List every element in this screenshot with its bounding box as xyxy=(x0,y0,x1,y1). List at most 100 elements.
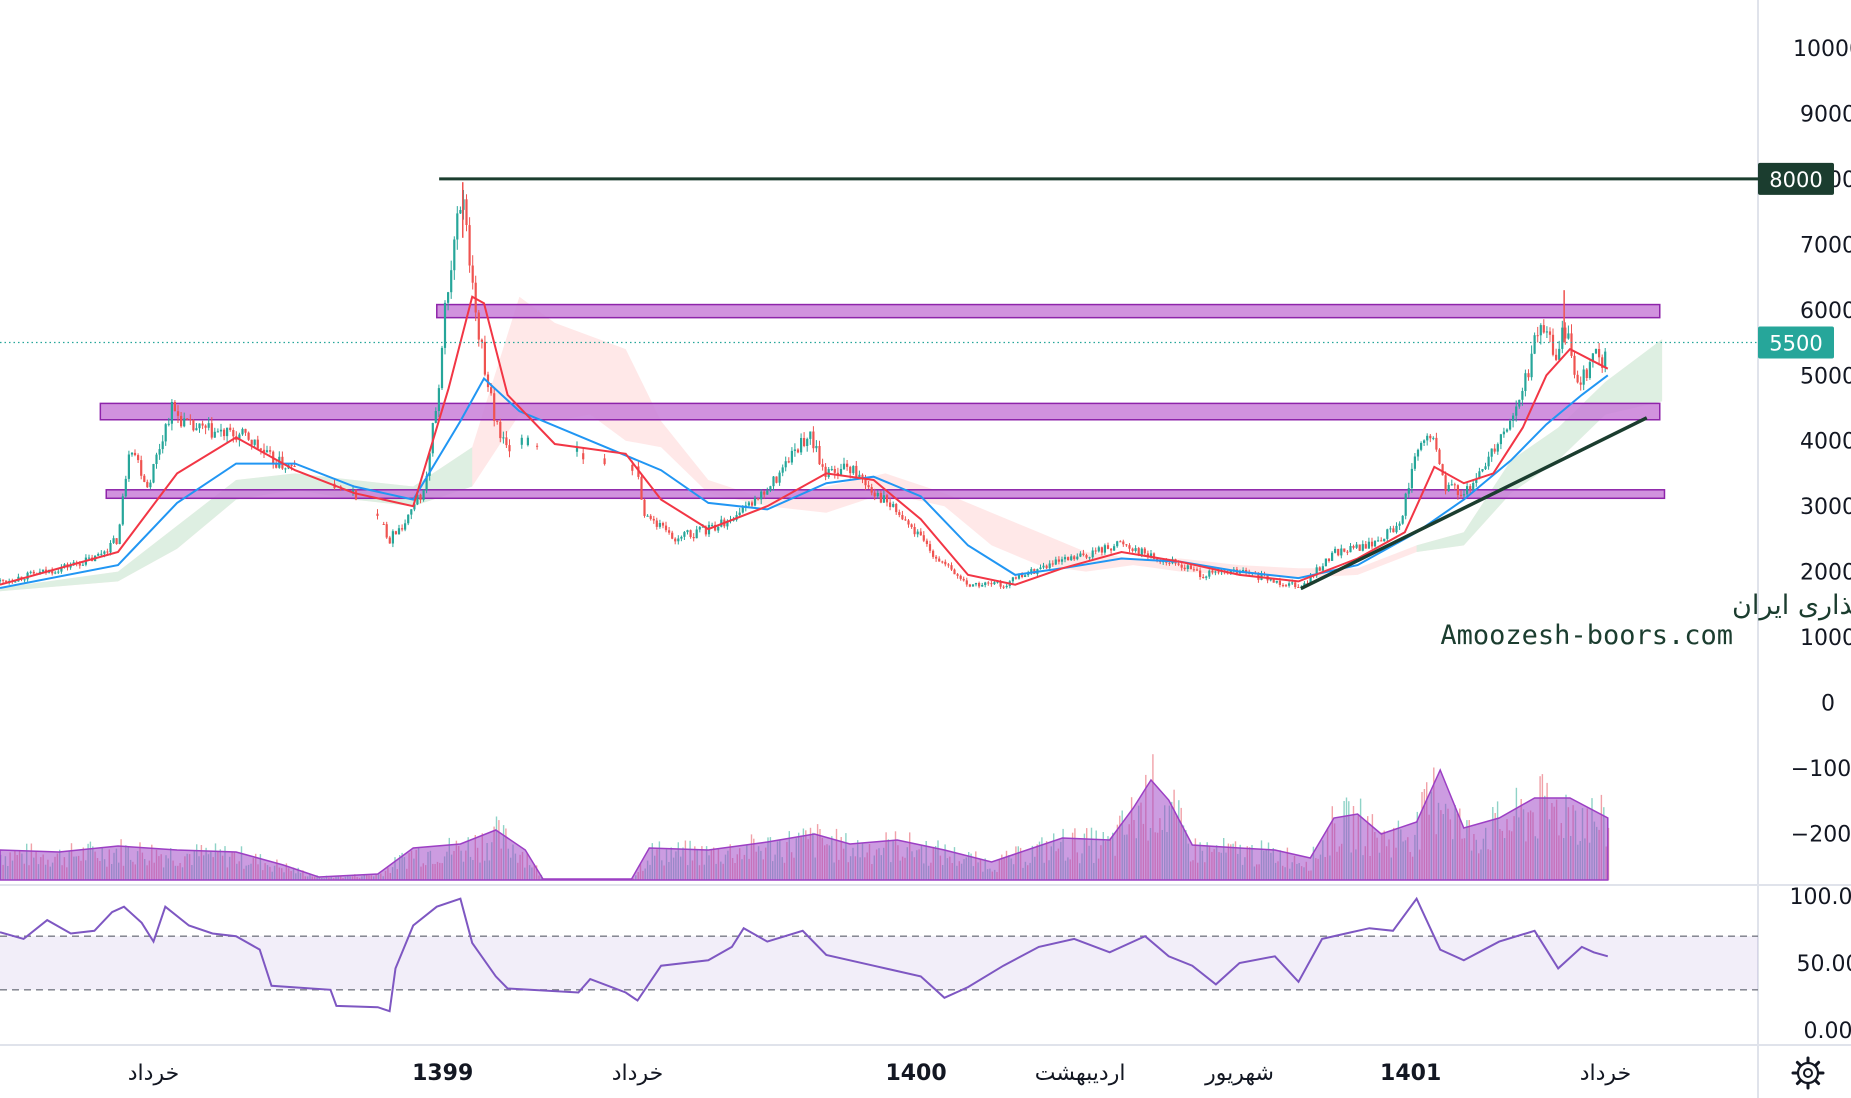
candle-body xyxy=(121,496,124,525)
candle-body xyxy=(631,464,634,471)
candle-body xyxy=(680,536,683,539)
candle-body xyxy=(87,557,91,559)
candle-body xyxy=(1297,587,1300,588)
candle-body xyxy=(275,464,278,468)
candle-body xyxy=(229,427,232,430)
time-tick-label: خرداد xyxy=(128,1061,179,1086)
candle-body xyxy=(1582,369,1585,385)
rsi-axis: 100.00 50.00 0.00 xyxy=(1790,885,1851,1044)
candle-body xyxy=(575,446,579,452)
candle-body xyxy=(950,565,953,570)
candle-body xyxy=(238,434,241,441)
candle-body xyxy=(161,441,164,450)
candle-body xyxy=(1186,565,1189,569)
candle-body xyxy=(437,388,440,411)
candle-body xyxy=(901,515,904,520)
candle-body xyxy=(1309,574,1312,584)
candle-body xyxy=(833,469,836,473)
candle-body xyxy=(155,454,158,464)
candle-body xyxy=(1113,546,1116,551)
candle-body xyxy=(14,581,17,583)
candle-body xyxy=(143,475,146,482)
candle-body xyxy=(219,429,223,432)
candle-body xyxy=(1288,583,1291,586)
candle-body xyxy=(1478,471,1481,479)
candle-body xyxy=(1475,478,1478,483)
candle-body xyxy=(1509,420,1512,430)
candle-body xyxy=(170,402,173,424)
candle-body xyxy=(1459,494,1463,496)
candle-body xyxy=(1334,548,1337,553)
candle-body xyxy=(127,454,130,479)
rsi-band-fill xyxy=(0,936,1758,990)
candle-body xyxy=(1042,565,1045,568)
candle-body xyxy=(419,494,422,500)
candle-body xyxy=(189,419,192,421)
candle-body xyxy=(741,507,744,513)
candle-body xyxy=(112,538,115,543)
candle-body xyxy=(1002,586,1005,588)
candle-body xyxy=(750,502,754,506)
candle-body xyxy=(207,423,210,428)
candle-body xyxy=(447,292,450,303)
candle-body xyxy=(1021,574,1024,577)
candle-body xyxy=(953,569,956,575)
cloud-bullish-area-2 xyxy=(1416,339,1663,552)
candle-body xyxy=(1125,544,1128,546)
candle-body xyxy=(1591,353,1594,363)
candle-body xyxy=(1447,484,1450,491)
candle-body xyxy=(404,523,407,530)
candle-body xyxy=(1364,544,1367,549)
candle-body xyxy=(769,486,772,491)
candle-body xyxy=(1284,585,1288,587)
candle-body xyxy=(830,469,833,470)
candle-body xyxy=(981,585,984,587)
candle-body xyxy=(1401,515,1404,524)
gear-icon[interactable] xyxy=(1791,1056,1825,1090)
candle-body xyxy=(1321,566,1324,571)
candle-body xyxy=(1122,541,1125,545)
candle-body xyxy=(440,347,444,389)
candle-body xyxy=(1051,563,1054,565)
candle-body xyxy=(928,544,932,551)
candle-body xyxy=(698,527,701,530)
candle-body xyxy=(250,439,253,445)
candle-body xyxy=(1168,562,1171,564)
price-tick-label: 2000 xyxy=(1800,561,1851,586)
candle-body xyxy=(861,474,864,480)
candle-body xyxy=(1245,570,1248,572)
candle-body xyxy=(870,487,873,493)
candle-body xyxy=(1088,557,1091,559)
time-tick-label: خرداد xyxy=(612,1061,663,1086)
candle-body xyxy=(990,583,993,585)
candle-body xyxy=(904,519,907,521)
candle-body xyxy=(502,437,505,439)
candle-body xyxy=(1579,382,1582,385)
candle-body xyxy=(922,535,925,541)
candle-body xyxy=(385,524,388,538)
candle-body xyxy=(1490,448,1493,457)
candle-body xyxy=(1558,348,1561,360)
candle-body xyxy=(643,499,646,516)
candle-body xyxy=(1346,551,1349,553)
candle-body xyxy=(210,423,213,438)
candle-body xyxy=(1208,570,1211,577)
candle-body xyxy=(290,464,293,466)
price-axis[interactable]: 1000090008000700060005000400030002000100… xyxy=(1791,37,1851,847)
time-axis[interactable]: خرداد 1399 خرداد 1400 اردیبهشت شهریور 1401 خردا… xyxy=(128,1061,1631,1086)
candle-body xyxy=(1094,550,1097,552)
candle-body xyxy=(864,479,867,486)
candle-body xyxy=(913,527,916,535)
candle-body xyxy=(640,476,643,500)
candle-body xyxy=(1199,570,1202,577)
candle-body xyxy=(873,492,876,497)
candle-body xyxy=(1352,546,1355,548)
candle-body xyxy=(69,565,72,568)
candle-body xyxy=(1585,369,1588,378)
candle-body xyxy=(480,339,483,342)
candle-body xyxy=(671,532,674,539)
time-tick-label: 1400 xyxy=(885,1061,946,1086)
candle-body xyxy=(1545,331,1548,333)
candle-body xyxy=(422,490,425,500)
